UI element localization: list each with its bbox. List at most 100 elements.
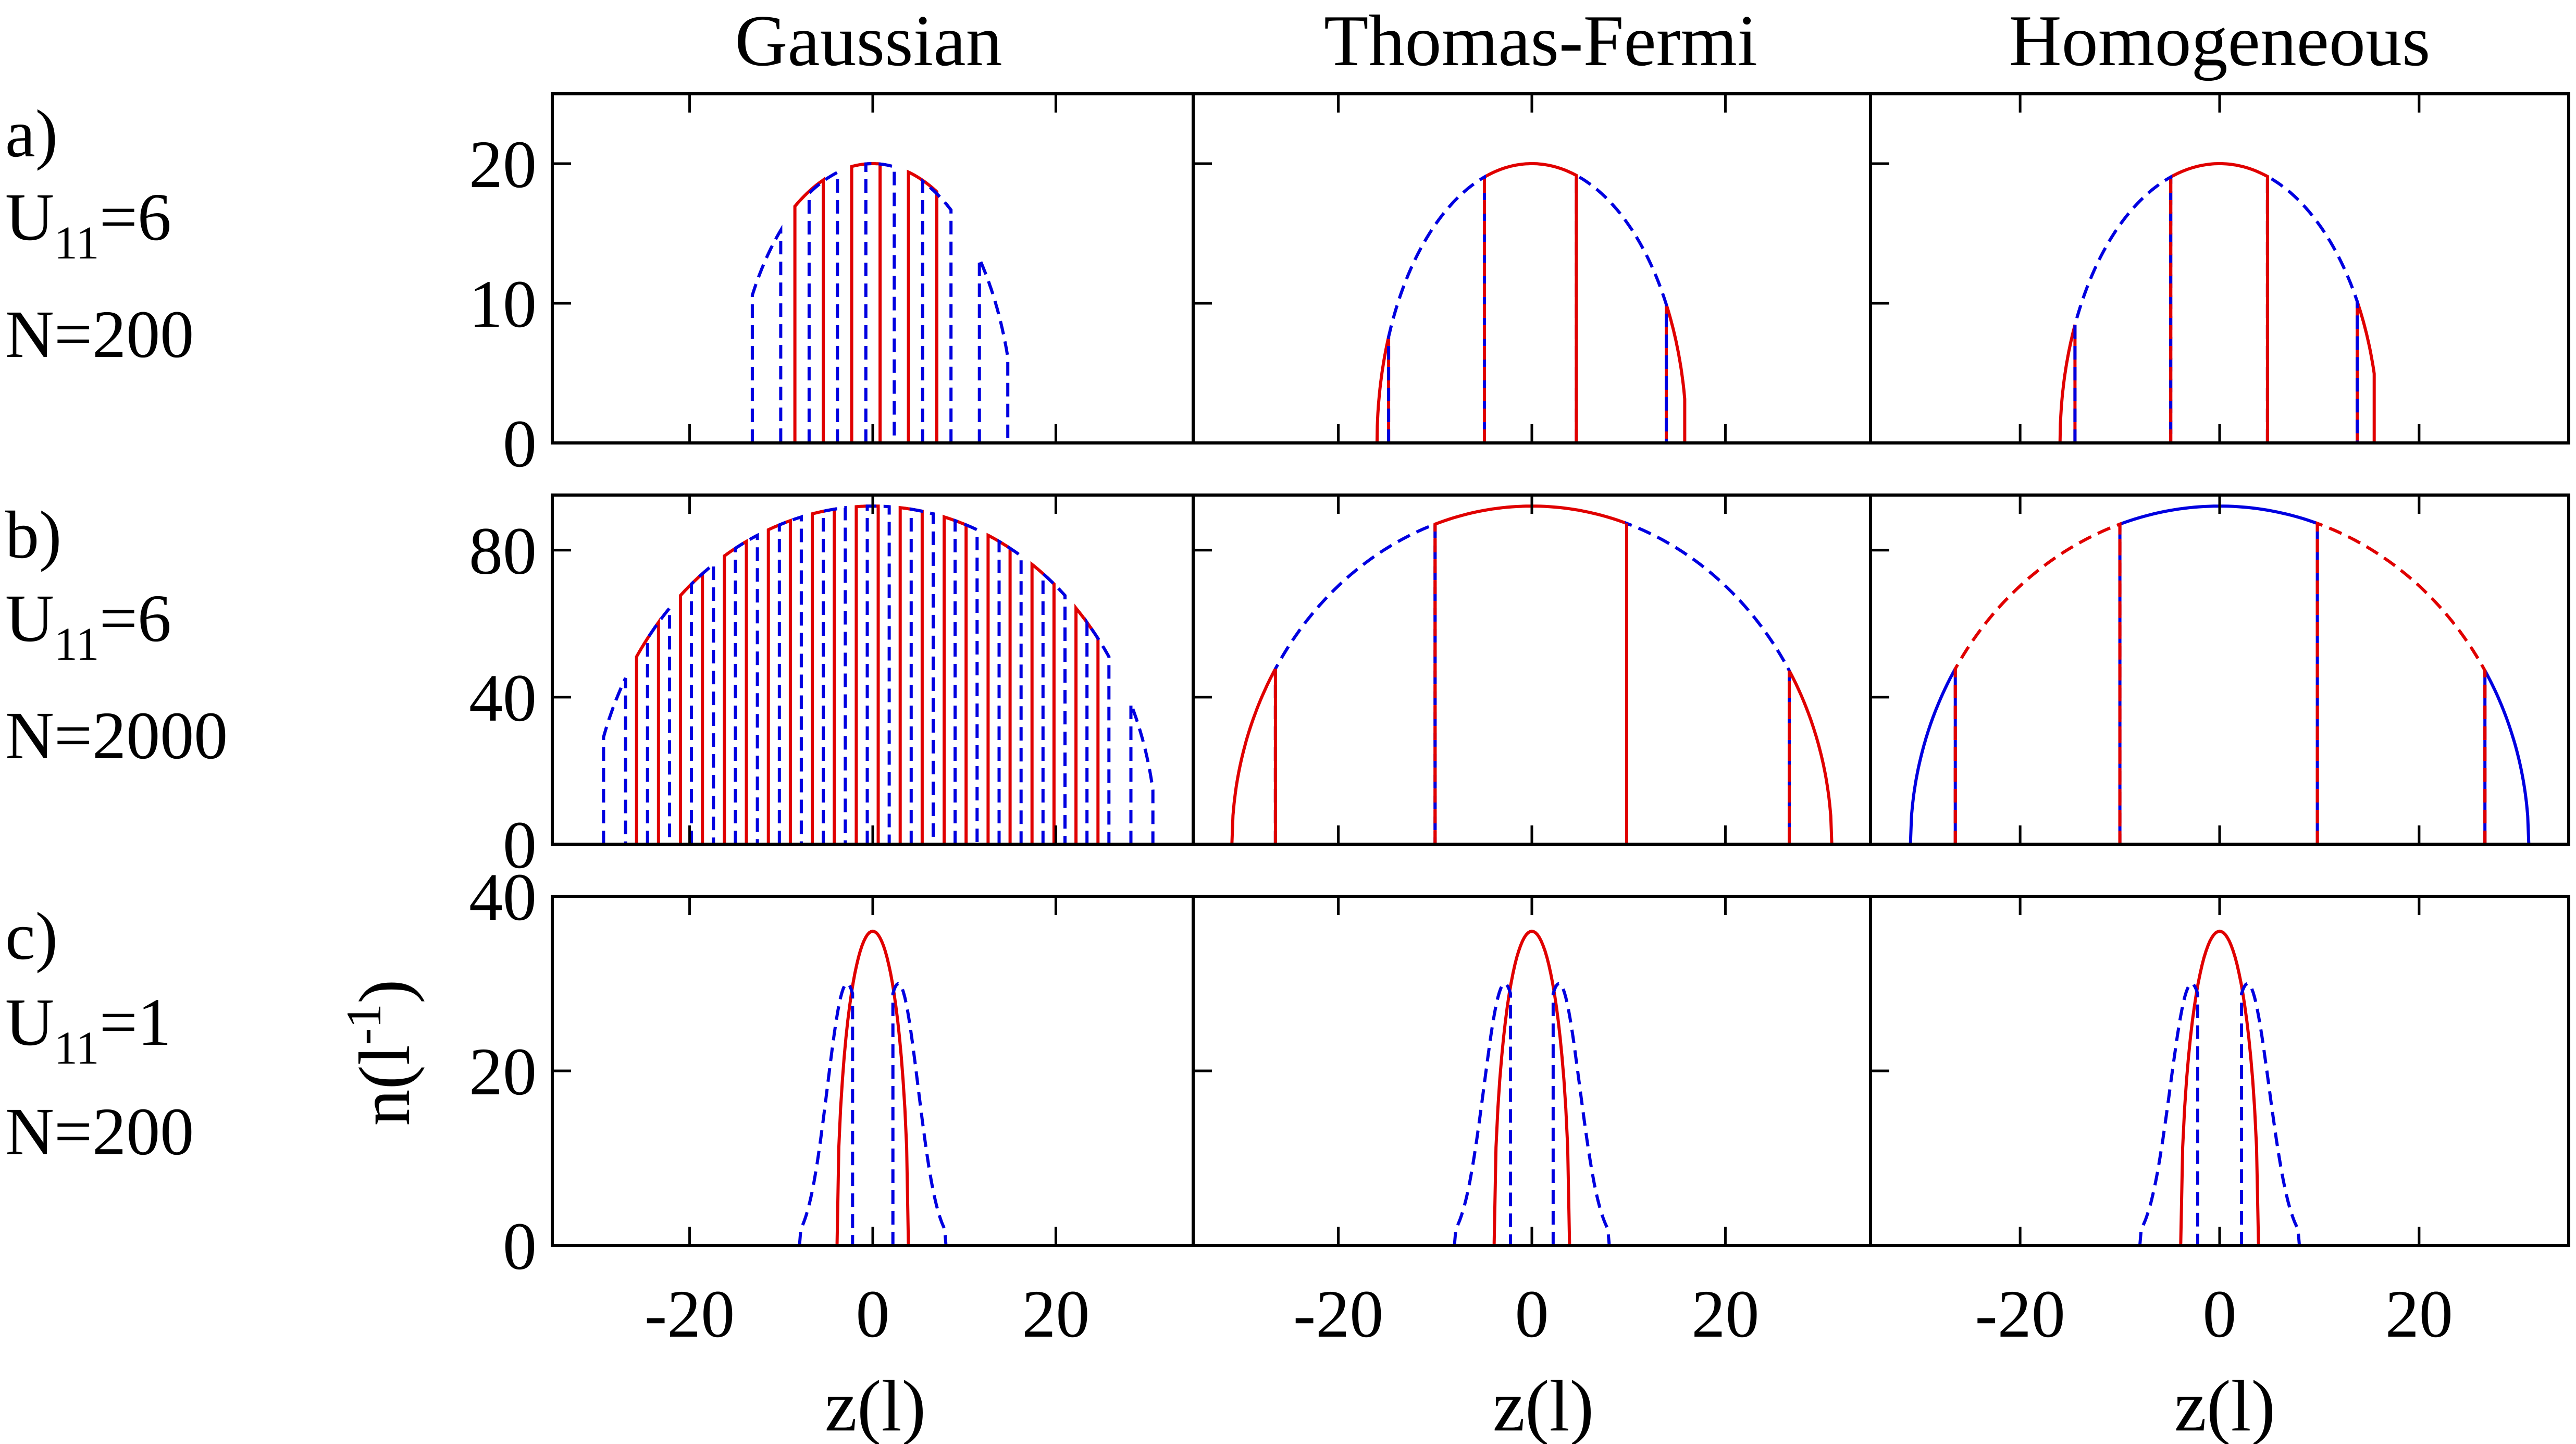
panel-b-gaussian-blue-dashed-segment-1-6 xyxy=(865,504,891,844)
panel-a-gaussian-ytick-label-0: 0 xyxy=(503,406,537,482)
panel-b-gaussian-ytick-label-0: 0 xyxy=(503,808,537,883)
row-c-u-base: U xyxy=(5,985,54,1060)
panel-c-gaussian-blue-dashed-segment-1-1 xyxy=(891,982,948,1245)
panel-b-homogeneous-blue-solid-segment-0-0 xyxy=(1909,668,1957,844)
row-a-u-value: =6 xyxy=(100,180,171,255)
x-axis-label-gaussian: z(l) xyxy=(825,1366,926,1444)
row-c-u-sub: 11 xyxy=(54,1022,100,1074)
panel-c-homogeneous-blue-dashed-segment-1-1 xyxy=(2240,982,2301,1245)
panel-b-gaussian-ytick-label-2: 80 xyxy=(469,514,537,589)
panel-c-gaussian-red-solid-segment-0-0 xyxy=(835,929,910,1245)
column-title-homogeneous: Homogeneous xyxy=(2009,1,2431,81)
panel-a-gaussian-blue-dashed-segment-1-4 xyxy=(977,258,1010,443)
panel-c-homogeneous-xtick-label-0: -20 xyxy=(1975,1277,2065,1352)
x-axis-label-thomas-fermi: z(l) xyxy=(1493,1366,1594,1444)
panel-b-gaussian-blue-dashed-segment-1-3 xyxy=(734,533,759,844)
panel-a-gaussian-ytick-label-1: 10 xyxy=(469,267,537,342)
panel-a-gaussian-frame xyxy=(551,92,1195,445)
panel-b-homogeneous-curves xyxy=(1909,504,2531,844)
panel-a-homogeneous-red-solid-segment-0-1 xyxy=(2169,162,2269,443)
panel-c-homogeneous-frame xyxy=(1869,895,2570,1247)
panel-b-thomas-fermi xyxy=(1192,493,1872,846)
panel-c-homogeneous-curves xyxy=(2138,929,2301,1245)
panel-c-thomas-fermi: -20 0 20 xyxy=(1192,895,1872,1352)
panel-b-thomas-fermi-blue-dashed-segment-1-0 xyxy=(1273,522,1437,844)
column-title-thomas-fermi: Thomas-Fermi xyxy=(1324,1,1757,81)
panel-b-homogeneous-red-dashed-segment-1-0 xyxy=(1953,522,2122,844)
row-c-u-value: =1 xyxy=(100,985,171,1060)
x-axis-label-homogeneous: z(l) xyxy=(2174,1366,2275,1444)
panel-c-homogeneous-red-solid-segment-0-0 xyxy=(2179,929,2260,1245)
panel-a-homogeneous xyxy=(1869,92,2570,445)
panel-a-thomas-fermi xyxy=(1192,92,1872,445)
panel-b-gaussian-blue-dashed-segment-1-8 xyxy=(953,518,979,844)
panel-b-gaussian: 0 40 80 xyxy=(469,493,1195,883)
panel-a-gaussian-ytick-label-2: 20 xyxy=(469,127,537,202)
panel-a-thomas-fermi-curves xyxy=(1375,162,1687,443)
panel-a-thomas-fermi-blue-dashed-segment-1-0 xyxy=(1387,174,1486,443)
panel-c-thomas-fermi-blue-dashed-segment-1-1 xyxy=(1551,982,1611,1245)
row-b-tag: b) xyxy=(5,498,61,573)
panel-a-gaussian-blue-dashed-segment-1-2 xyxy=(864,162,896,443)
row-c-particle-count: N=200 xyxy=(5,1094,194,1169)
panel-a-gaussian-blue-dashed-segment-1-0 xyxy=(750,225,783,443)
panel-c-thomas-fermi-xtick-label-2: 20 xyxy=(1691,1277,1759,1352)
row-a-coupling: U11=6 xyxy=(5,180,171,269)
panel-b-homogeneous-blue-solid-segment-0-1 xyxy=(2118,504,2319,844)
panel-a-homogeneous-red-solid-segment-0-0 xyxy=(2058,324,2077,443)
panel-c-thomas-fermi-blue-dashed-segment-1-0 xyxy=(1453,982,1513,1245)
panel-c-gaussian-ytick-label-2: 40 xyxy=(469,860,537,935)
panel-c-homogeneous: -20 0 20 xyxy=(1869,895,2570,1352)
panel-c-gaussian-xtick-label-0: -20 xyxy=(645,1277,735,1352)
panel-b-gaussian-blue-dashed-segment-1-4 xyxy=(777,514,803,844)
row-b-u-sub: 11 xyxy=(54,619,100,670)
panel-c-gaussian-ytick-label-0: 0 xyxy=(503,1209,537,1284)
panel-c-thomas-fermi-frame xyxy=(1192,895,1872,1247)
panel-b-gaussian-curves xyxy=(602,504,1155,844)
panel-a-homogeneous-blue-dashed-segment-1-0 xyxy=(2073,174,2173,443)
panel-a-homogeneous-curves xyxy=(2058,162,2376,443)
panel-a-thomas-fermi-red-solid-segment-0-2 xyxy=(1665,304,1687,443)
panel-a-gaussian-blue-dashed-segment-1-1 xyxy=(807,169,839,443)
panel-a-thomas-fermi-red-solid-segment-0-0 xyxy=(1375,336,1391,443)
panel-c-gaussian-xtick-label-1: 0 xyxy=(856,1277,890,1352)
panel-b-gaussian-blue-dashed-segment-1-5 xyxy=(822,505,847,844)
row-b-coupling: U11=6 xyxy=(5,581,171,670)
y-axis-label-close: ) xyxy=(344,979,425,1004)
panel-c-gaussian-blue-dashed-segment-1-0 xyxy=(798,982,854,1245)
column-title-gaussian: Gaussian xyxy=(735,1,1002,81)
panel-b-homogeneous-frame xyxy=(1869,493,2570,846)
panel-c-homogeneous-xtick-label-2: 20 xyxy=(2385,1277,2453,1352)
y-axis-label-sup: -1 xyxy=(336,1004,391,1045)
panel-a-gaussian: 0 10 20 xyxy=(469,92,1195,482)
panel-c-homogeneous-blue-dashed-segment-1-0 xyxy=(2138,982,2199,1245)
row-a-u-sub: 11 xyxy=(54,217,100,269)
panel-a-gaussian-blue-dashed-segment-1-3 xyxy=(921,178,953,443)
row-b-u-value: =6 xyxy=(100,581,171,656)
panel-b-homogeneous-blue-solid-segment-0-2 xyxy=(2483,670,2531,844)
row-b-particle-count: N=2000 xyxy=(5,698,228,773)
panel-c-gaussian-ytick-label-1: 20 xyxy=(469,1034,537,1109)
panel-c-gaussian: 0 20 40 -20 0 20 xyxy=(469,860,1195,1352)
panel-b-thomas-fermi-curves xyxy=(1230,504,1834,844)
y-axis-label: n(l-1) xyxy=(336,979,425,1126)
panel-b-homogeneous-red-dashed-segment-1-1 xyxy=(2315,521,2487,844)
panel-a-thomas-fermi-red-solid-segment-0-1 xyxy=(1483,162,1578,443)
panel-b-homogeneous xyxy=(1869,493,2570,846)
panel-a-thomas-fermi-blue-dashed-segment-1-1 xyxy=(1575,172,1668,443)
panel-a-thomas-fermi-frame xyxy=(1192,92,1872,445)
panel-b-gaussian-blue-dashed-segment-1-7 xyxy=(909,507,935,844)
row-a-u-base: U xyxy=(5,180,54,255)
panel-a-homogeneous-blue-dashed-segment-1-1 xyxy=(2265,174,2359,443)
row-c-tag: c) xyxy=(5,899,58,974)
panel-b-gaussian-blue-dashed-segment-1-2 xyxy=(690,561,715,844)
panel-c-gaussian-curves xyxy=(798,929,948,1245)
panel-c-homogeneous-xtick-label-1: 0 xyxy=(2203,1277,2237,1352)
row-a-tag: a) xyxy=(5,96,58,171)
panel-b-thomas-fermi-red-solid-segment-0-1 xyxy=(1433,504,1628,844)
row-c-coupling: U11=1 xyxy=(5,985,171,1074)
panel-b-gaussian-blue-dashed-segment-1-1 xyxy=(646,603,671,844)
panel-c-gaussian-frame xyxy=(551,895,1195,1247)
